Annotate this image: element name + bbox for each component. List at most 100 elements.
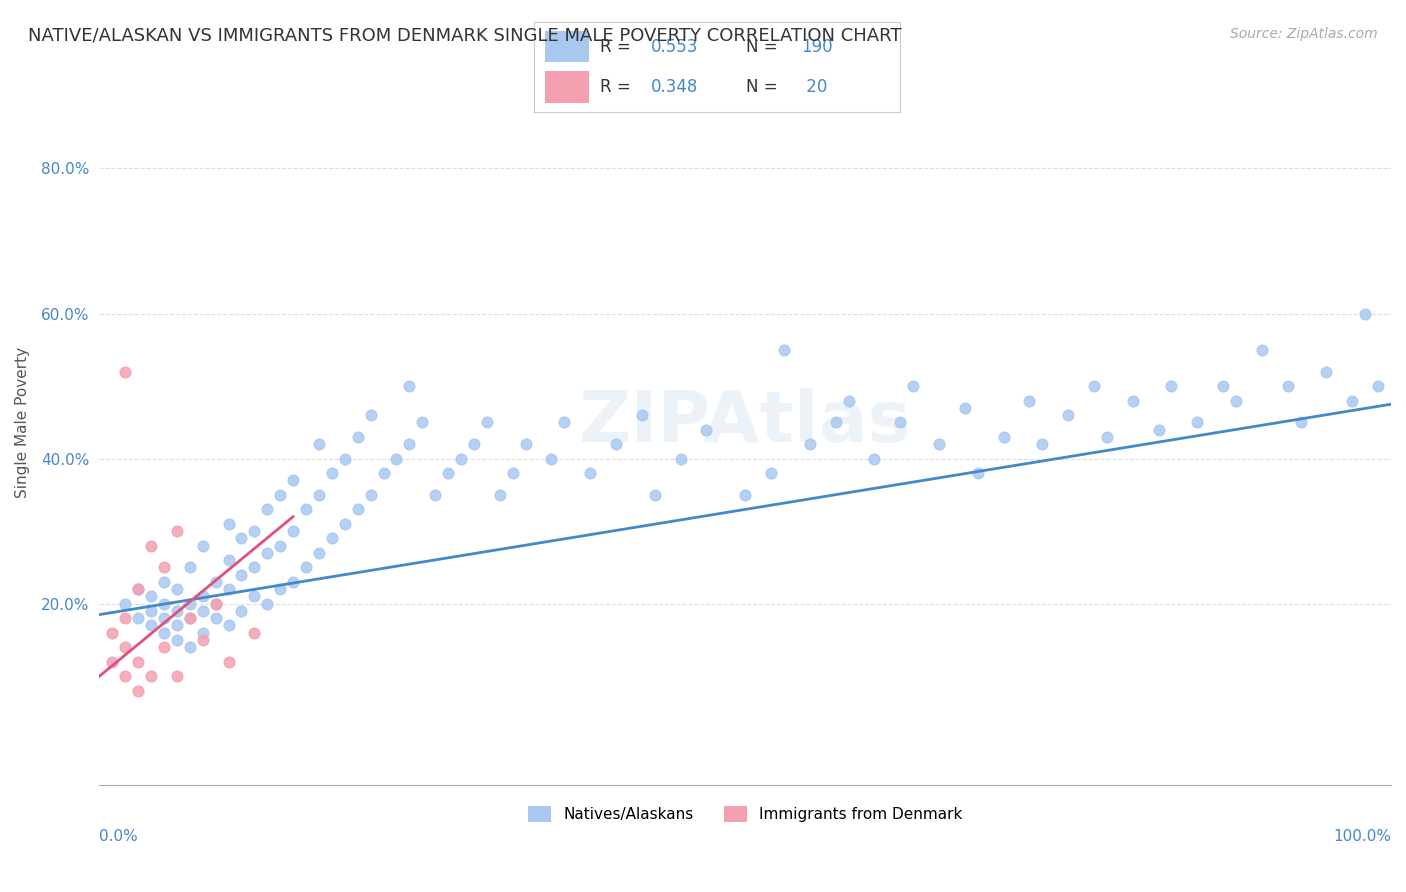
Point (114, 669, 136, 683)
Point (1225, 393, 1247, 408)
Text: Source: ZipAtlas.com: Source: ZipAtlas.com (1230, 27, 1378, 41)
Point (153, 611, 176, 625)
Point (204, 611, 226, 625)
Point (269, 582, 291, 597)
Point (256, 502, 278, 516)
Text: 0.0%: 0.0% (100, 829, 138, 844)
Point (166, 618, 188, 632)
Legend: Natives/Alaskans, Immigrants from Denmark: Natives/Alaskans, Immigrants from Denmar… (522, 800, 969, 829)
Point (218, 516, 240, 531)
Point (373, 466, 395, 480)
Point (1250, 343, 1272, 357)
Point (231, 532, 253, 546)
Point (411, 415, 433, 429)
Point (204, 597, 226, 611)
Point (993, 430, 1015, 444)
Point (488, 488, 510, 502)
Point (191, 590, 214, 604)
Point (101, 625, 124, 640)
Point (139, 604, 162, 618)
Point (204, 597, 226, 611)
Point (256, 546, 278, 560)
Point (953, 401, 976, 415)
Point (1057, 408, 1080, 422)
Point (139, 590, 162, 604)
Point (360, 408, 382, 422)
Point (166, 669, 188, 683)
Point (1212, 379, 1234, 393)
Point (127, 582, 149, 597)
Point (281, 474, 304, 488)
Point (1187, 415, 1209, 429)
Point (502, 466, 524, 480)
Point (385, 451, 408, 466)
Point (269, 539, 291, 553)
Point (360, 488, 382, 502)
Point (153, 625, 176, 640)
Point (437, 466, 460, 480)
Point (928, 437, 950, 451)
Point (218, 553, 240, 567)
Point (308, 546, 330, 560)
Point (153, 574, 176, 589)
Point (1083, 379, 1105, 393)
Point (669, 451, 692, 466)
Point (179, 611, 201, 625)
Point (1147, 423, 1170, 437)
Point (127, 611, 149, 625)
Point (153, 640, 176, 655)
Text: 0.348: 0.348 (651, 78, 699, 96)
Point (1018, 393, 1040, 408)
Point (243, 560, 266, 574)
Point (218, 582, 240, 597)
Text: 100.0%: 100.0% (1333, 829, 1391, 844)
Point (425, 488, 447, 502)
Text: 20: 20 (801, 78, 828, 96)
Point (333, 516, 356, 531)
Point (1095, 430, 1118, 444)
Point (114, 597, 136, 611)
Text: R =: R = (600, 38, 636, 56)
Point (179, 597, 201, 611)
Point (295, 502, 318, 516)
Text: N =: N = (747, 38, 783, 56)
Point (191, 625, 214, 640)
Point (1354, 306, 1376, 320)
Point (281, 524, 304, 538)
Point (139, 618, 162, 632)
Point (540, 451, 562, 466)
Point (837, 393, 859, 408)
Point (863, 451, 886, 466)
Point (966, 466, 988, 480)
Text: R =: R = (600, 78, 636, 96)
Point (579, 466, 602, 480)
Point (231, 604, 253, 618)
Point (127, 655, 149, 669)
Point (695, 423, 717, 437)
Text: NATIVE/ALASKAN VS IMMIGRANTS FROM DENMARK SINGLE MALE POVERTY CORRELATION CHART: NATIVE/ALASKAN VS IMMIGRANTS FROM DENMAR… (28, 27, 901, 45)
Point (166, 632, 188, 647)
Point (256, 597, 278, 611)
Point (281, 574, 304, 589)
Point (346, 430, 368, 444)
Point (153, 597, 176, 611)
Point (824, 415, 846, 429)
Point (799, 437, 821, 451)
Point (243, 524, 266, 538)
Point (463, 437, 485, 451)
Point (321, 532, 343, 546)
Point (901, 379, 924, 393)
Point (139, 669, 162, 683)
Point (1289, 415, 1312, 429)
Point (139, 539, 162, 553)
Point (191, 539, 214, 553)
Point (269, 488, 291, 502)
Point (308, 437, 330, 451)
Point (1341, 393, 1364, 408)
Point (191, 604, 214, 618)
Point (759, 466, 782, 480)
Point (243, 590, 266, 604)
Point (114, 611, 136, 625)
Text: 190: 190 (801, 38, 832, 56)
Point (179, 640, 201, 655)
